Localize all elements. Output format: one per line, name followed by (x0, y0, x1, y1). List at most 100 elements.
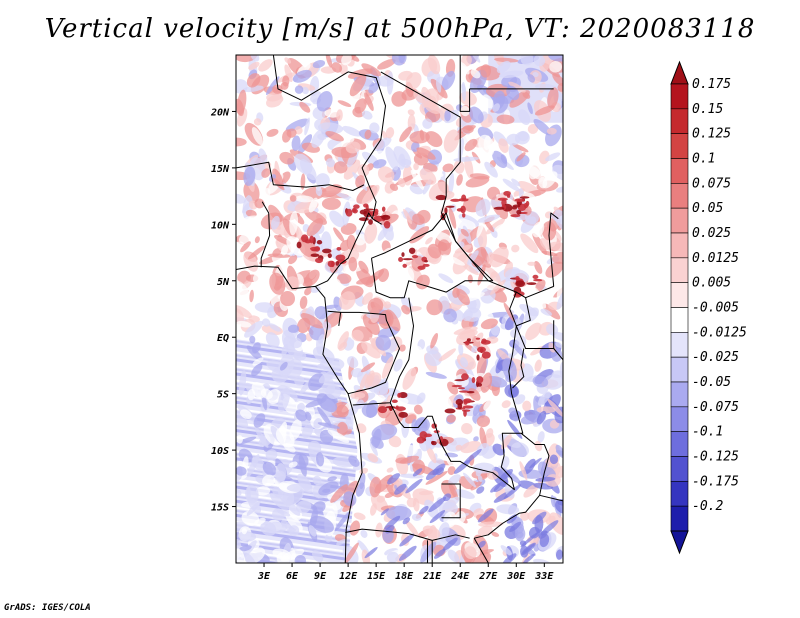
downdraft-streak (387, 473, 401, 485)
updraft-cell (457, 387, 466, 390)
updraft-cell (296, 241, 302, 249)
updraft-cell (337, 259, 347, 265)
field-blob (308, 197, 318, 213)
field-blob (315, 173, 330, 188)
field-blob (298, 454, 307, 477)
field-blob (461, 423, 473, 435)
field-blob (251, 363, 263, 377)
field-blob (519, 461, 528, 481)
colorbar-segment (670, 257, 689, 283)
field-blob (496, 504, 520, 515)
downdraft-streak (522, 543, 535, 554)
field-blob (241, 511, 260, 526)
field-blob (483, 396, 501, 411)
updraft-cell (381, 206, 386, 212)
colorbar-label: 0.0125 (692, 251, 739, 266)
field-blob (464, 546, 477, 560)
field-blob (467, 297, 481, 314)
field-blob (359, 373, 369, 390)
field-blob (325, 158, 335, 168)
updraft-cell (336, 246, 342, 251)
colorbar-top-cap (670, 60, 689, 85)
field-blob (454, 244, 472, 254)
field-blob (349, 73, 367, 97)
field-blob (470, 69, 481, 79)
field-blob (554, 209, 563, 231)
field-blob (236, 308, 244, 325)
latitude-axis: 20N 15N 10N 5N EQ 5S 10S 15S (210, 107, 236, 514)
colorbar-label: 0.175 (692, 77, 731, 92)
field-blob (321, 197, 341, 210)
field-blob (262, 474, 276, 487)
field-blob (471, 345, 478, 353)
field-blob (470, 480, 482, 491)
field-blob (370, 436, 384, 449)
field-blob (511, 178, 521, 187)
field-blob (322, 321, 332, 331)
updraft-cell (514, 198, 525, 203)
field-blob (407, 109, 415, 116)
field-blob (464, 138, 478, 152)
field-blob (336, 273, 352, 284)
field-blob (386, 505, 412, 521)
field-blob (359, 473, 366, 490)
field-blob (280, 291, 296, 307)
field-blob (551, 331, 563, 343)
field-blob (534, 105, 555, 116)
field-blob (425, 131, 443, 148)
downdraft-streak (402, 517, 411, 525)
field-blob (361, 355, 371, 376)
field-blob (365, 400, 379, 418)
field-blob (547, 398, 563, 418)
field-blob (528, 157, 545, 180)
field-blob (457, 137, 464, 162)
field-blob (448, 172, 455, 195)
lon-tick-label: 27E (478, 571, 498, 582)
field-blob (427, 55, 441, 75)
field-blob (248, 315, 260, 323)
downdraft-streak (442, 493, 452, 502)
field-blob (248, 61, 260, 70)
field-blob (514, 394, 526, 405)
field-blob (456, 174, 463, 186)
field-blob (247, 245, 265, 260)
field-blob (296, 500, 312, 514)
field-blob (548, 55, 563, 62)
field-blob (279, 91, 301, 107)
field-blob (461, 81, 467, 102)
field-blob (520, 233, 539, 254)
field-blob (549, 212, 562, 223)
colorbar-label: 0.005 (692, 276, 731, 291)
field-blob (547, 87, 559, 109)
border-line (548, 212, 559, 287)
downdraft-streak (364, 546, 378, 559)
field-blob (485, 428, 494, 438)
field-blob (532, 221, 545, 238)
field-blob (343, 159, 361, 180)
field-blob (446, 414, 457, 423)
field-blob (356, 275, 379, 285)
field-blob (399, 344, 406, 352)
field-blob (236, 179, 243, 190)
field-blob (525, 322, 542, 341)
field-blob (250, 55, 260, 62)
field-blob (496, 114, 515, 125)
field-blob (330, 484, 348, 503)
lon-tick-label: 30E (506, 571, 526, 582)
field-blob (286, 358, 303, 380)
colorbar-segment (670, 108, 689, 134)
field-blob (294, 554, 306, 563)
field-blob (361, 341, 381, 359)
field-blob (472, 462, 495, 474)
downdraft-streak (405, 478, 423, 494)
field-blob (442, 496, 460, 510)
field-blob (252, 273, 262, 284)
field-blob (265, 76, 280, 95)
field-blob (252, 342, 261, 354)
field-blob (236, 488, 242, 496)
colorbar-label: 0.025 (692, 226, 731, 241)
field-blob (236, 548, 246, 563)
updraft-cell (481, 351, 491, 359)
field-blob (336, 421, 348, 436)
field-blob (372, 159, 387, 169)
